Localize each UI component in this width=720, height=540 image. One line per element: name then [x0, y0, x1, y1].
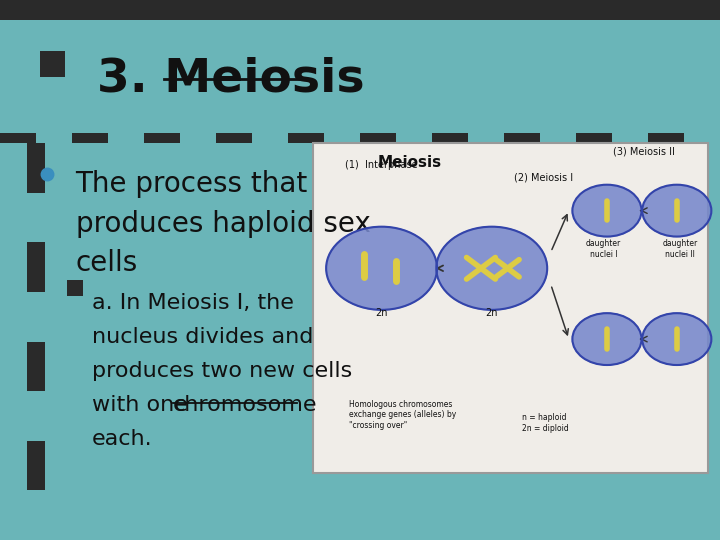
- FancyBboxPatch shape: [27, 441, 45, 490]
- Text: Meiosis: Meiosis: [378, 154, 442, 170]
- Text: (2) Meiosis I: (2) Meiosis I: [514, 173, 573, 183]
- Text: daughter
nuclei II: daughter nuclei II: [663, 239, 698, 259]
- Text: each.: each.: [92, 429, 153, 449]
- FancyBboxPatch shape: [27, 143, 45, 193]
- FancyBboxPatch shape: [432, 133, 468, 143]
- Text: 2n: 2n: [485, 308, 498, 319]
- FancyBboxPatch shape: [72, 133, 108, 143]
- FancyBboxPatch shape: [180, 133, 216, 143]
- FancyBboxPatch shape: [396, 133, 432, 143]
- Text: with one: with one: [92, 395, 195, 415]
- FancyBboxPatch shape: [36, 133, 72, 143]
- Text: cells: cells: [76, 249, 138, 277]
- Text: nucleus divides and: nucleus divides and: [92, 327, 313, 347]
- FancyBboxPatch shape: [216, 133, 252, 143]
- FancyBboxPatch shape: [540, 133, 576, 143]
- Text: a. In Meiosis I, the: a. In Meiosis I, the: [92, 293, 294, 313]
- Text: produces haploid sex: produces haploid sex: [76, 210, 370, 238]
- Circle shape: [572, 313, 642, 365]
- Text: n = haploid
2n = diploid: n = haploid 2n = diploid: [522, 413, 569, 433]
- Text: (3) Meiosis II: (3) Meiosis II: [613, 147, 675, 157]
- FancyBboxPatch shape: [27, 490, 45, 540]
- Text: The process that: The process that: [76, 170, 308, 198]
- FancyBboxPatch shape: [288, 133, 324, 143]
- FancyBboxPatch shape: [67, 280, 83, 296]
- Text: produces two new cells: produces two new cells: [92, 361, 352, 381]
- FancyBboxPatch shape: [144, 133, 180, 143]
- Circle shape: [642, 185, 711, 237]
- Text: (1)  Interphase: (1) Interphase: [346, 160, 418, 170]
- FancyBboxPatch shape: [27, 292, 45, 342]
- FancyBboxPatch shape: [40, 51, 65, 77]
- FancyBboxPatch shape: [648, 133, 684, 143]
- Circle shape: [436, 227, 547, 310]
- FancyBboxPatch shape: [504, 133, 540, 143]
- FancyBboxPatch shape: [684, 133, 720, 143]
- Circle shape: [326, 227, 437, 310]
- Text: daughter
nuclei I: daughter nuclei I: [586, 239, 621, 259]
- FancyBboxPatch shape: [252, 133, 288, 143]
- Text: 3. Meiosis: 3. Meiosis: [97, 57, 365, 102]
- Circle shape: [572, 185, 642, 237]
- FancyBboxPatch shape: [0, 0, 720, 20]
- FancyBboxPatch shape: [576, 133, 612, 143]
- FancyBboxPatch shape: [324, 133, 360, 143]
- FancyBboxPatch shape: [27, 391, 45, 441]
- FancyBboxPatch shape: [27, 193, 45, 242]
- FancyBboxPatch shape: [612, 133, 648, 143]
- Text: chromosome: chromosome: [173, 395, 318, 415]
- Text: 2n: 2n: [375, 308, 388, 319]
- FancyBboxPatch shape: [313, 143, 708, 472]
- FancyBboxPatch shape: [108, 133, 144, 143]
- FancyBboxPatch shape: [468, 133, 504, 143]
- FancyBboxPatch shape: [27, 242, 45, 292]
- FancyBboxPatch shape: [360, 133, 396, 143]
- Circle shape: [642, 313, 711, 365]
- FancyBboxPatch shape: [0, 133, 36, 143]
- FancyBboxPatch shape: [27, 342, 45, 391]
- Text: Homologous chromosomes
exchange genes (alleles) by
"crossing over": Homologous chromosomes exchange genes (a…: [349, 400, 456, 430]
